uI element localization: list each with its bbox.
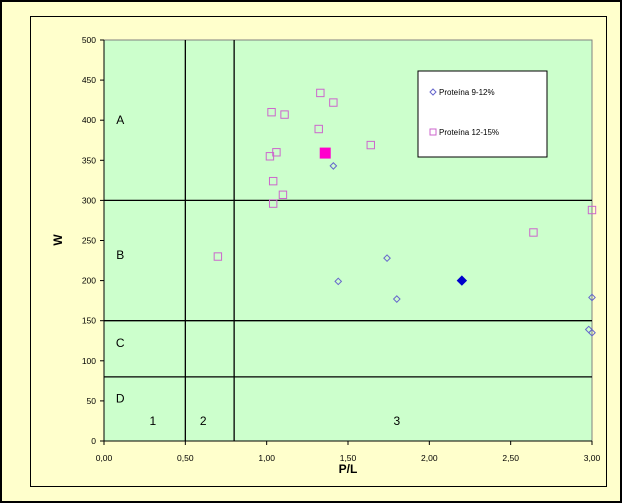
diamond-marker — [588, 328, 596, 337]
zone-label: D — [116, 391, 125, 405]
diamond-marker — [588, 293, 596, 302]
y-tick-label: 150 — [82, 316, 96, 326]
x-tick-label: 1,00 — [258, 453, 275, 463]
legend-diamond-marker — [429, 88, 437, 96]
y-tick-label: 400 — [82, 115, 96, 125]
zone-label: B — [116, 248, 124, 262]
y-tick-label: 200 — [82, 276, 96, 286]
legend-entry: Proteína 9-12% — [439, 88, 495, 97]
square-marker — [213, 252, 223, 261]
zone-label: 2 — [200, 414, 207, 428]
square-marker — [316, 88, 325, 98]
diamond-marker — [329, 162, 338, 170]
square-marker — [280, 110, 289, 119]
square-marker — [529, 228, 538, 237]
y-tick-label: 0 — [91, 436, 96, 446]
square-marker — [314, 124, 323, 134]
zone-label: 3 — [393, 414, 400, 428]
square-marker — [278, 190, 288, 199]
diamond-marker — [383, 254, 391, 263]
square-marker — [587, 205, 597, 215]
data-points — [213, 88, 597, 337]
zone-labels: A B C D 1 2 3 — [116, 113, 401, 428]
zone-label: C — [116, 336, 125, 350]
x-tick-label: 2,50 — [502, 453, 519, 463]
square-marker — [329, 98, 338, 107]
y-tick-label: 300 — [82, 195, 96, 205]
x-tick-label: 1,50 — [340, 453, 357, 463]
y-tick-label: 500 — [82, 35, 96, 45]
diamond-marker — [392, 295, 401, 303]
highlight-diamond-marker — [456, 275, 468, 286]
y-axis: 0 50 100 150 200 250 300 350 400 450 500 — [82, 35, 105, 446]
x-tick-label: 3,00 — [584, 453, 601, 463]
reference-lines — [104, 40, 592, 441]
square-marker — [366, 140, 375, 150]
zone-label: 1 — [149, 414, 156, 428]
legend: Proteína 9-12% Proteína 12-15% — [417, 70, 548, 158]
legend-square-marker — [429, 128, 437, 136]
y-tick-label: 250 — [82, 236, 96, 246]
x-tick-label: 0,00 — [96, 453, 113, 463]
legend-entry: Proteína 12-15% — [439, 128, 499, 137]
y-tick-label: 450 — [82, 75, 96, 85]
diamond-marker — [334, 277, 343, 286]
y-tick-label: 100 — [82, 356, 96, 366]
square-marker — [268, 176, 278, 186]
highlight-square-marker — [319, 147, 331, 159]
square-marker — [272, 148, 281, 157]
y-axis-label: W — [51, 234, 65, 246]
zone-label: A — [116, 113, 124, 127]
legend-box — [417, 70, 548, 158]
square-marker — [267, 107, 276, 117]
y-tick-label: 350 — [82, 155, 96, 165]
x-axis-label: P/L — [339, 462, 358, 476]
x-tick-label: 2,00 — [421, 453, 438, 463]
square-marker — [268, 199, 278, 208]
x-axis: 0,00 0,50 1,00 1,50 2,00 2,50 3,00 — [96, 440, 601, 463]
y-tick-label: 50 — [87, 396, 97, 406]
x-tick-label: 0,50 — [177, 453, 194, 463]
